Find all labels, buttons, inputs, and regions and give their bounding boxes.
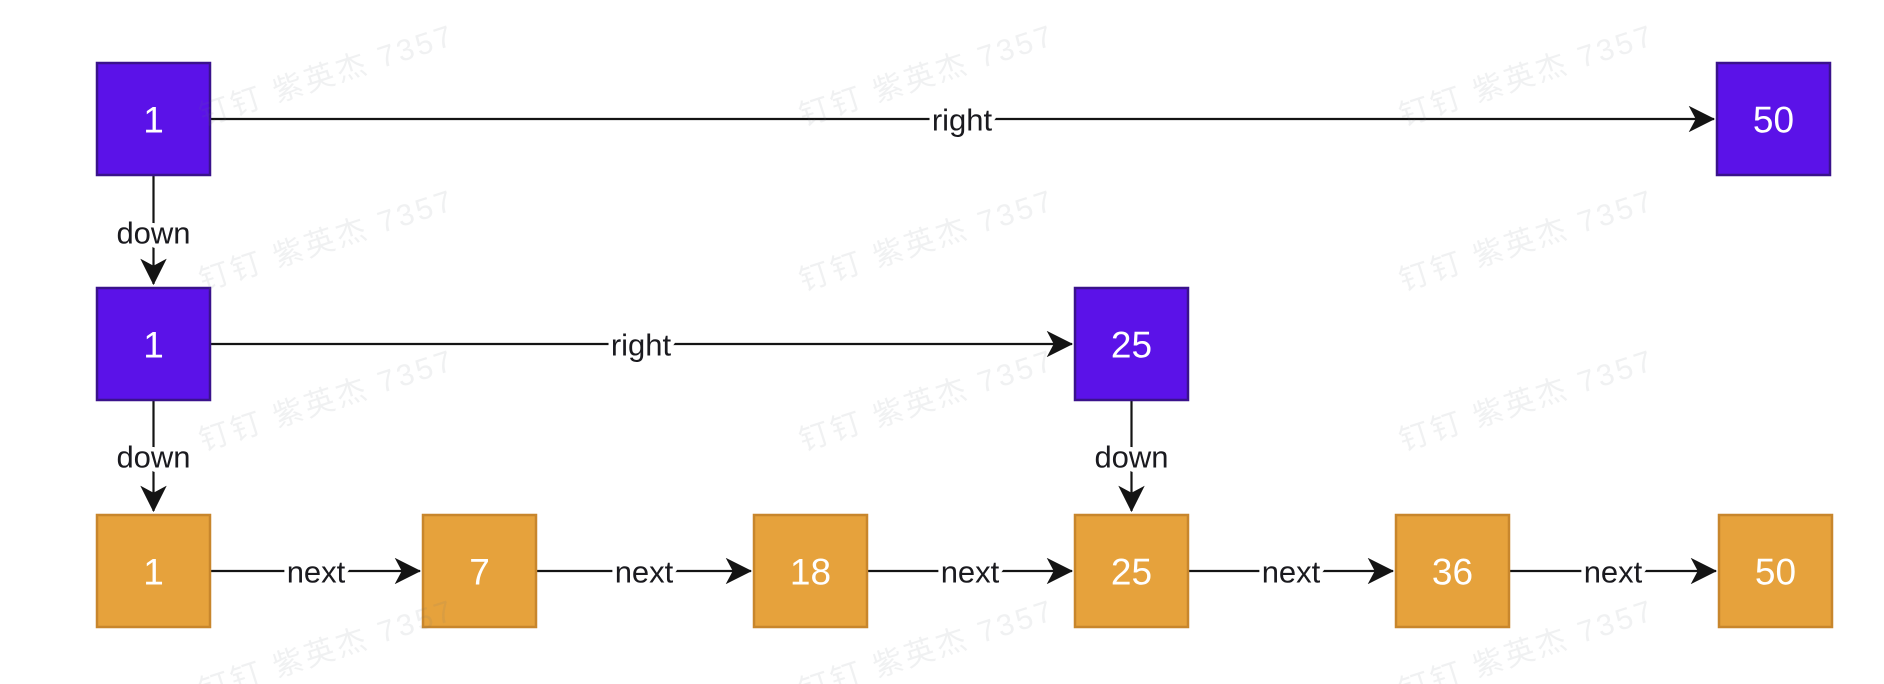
edge-next-36-50: next	[1509, 550, 1718, 594]
node-value: 7	[469, 552, 490, 593]
node-box	[752, 513, 869, 629]
edge-label: right	[611, 328, 672, 363]
edge-label: next	[287, 555, 346, 590]
node-value: 1	[143, 100, 164, 141]
edge-label: down	[116, 440, 190, 475]
edge-label: right	[932, 103, 993, 138]
node-value: 50	[1753, 100, 1794, 141]
edge-right-level3: right	[210, 98, 1716, 142]
edge-label: next	[615, 555, 674, 590]
watermark-text: 钉钉 紫英杰 7357	[795, 184, 1059, 298]
node-level1-50: 50	[1717, 513, 1834, 629]
watermark-text: 钉钉 紫英杰 7357	[195, 184, 459, 298]
edge-label: next	[1584, 555, 1643, 590]
edge-next-7-18: next	[536, 550, 753, 594]
node-box	[95, 513, 212, 629]
edge-label: next	[941, 555, 1000, 590]
node-box	[1717, 513, 1834, 629]
node-level1-36: 36	[1394, 513, 1511, 629]
node-value: 25	[1111, 325, 1152, 366]
edge-label: down	[116, 216, 190, 251]
node-box	[95, 61, 212, 177]
edges-layer: right down right down down	[112, 98, 1718, 594]
edge-label: down	[1094, 440, 1168, 475]
watermark-text: 钉钉 紫英杰 7357	[1395, 184, 1659, 298]
node-value: 18	[790, 552, 831, 593]
node-value: 1	[143, 325, 164, 366]
node-box	[95, 286, 212, 402]
edge-next-1-7: next	[210, 550, 422, 594]
node-box	[1073, 513, 1190, 629]
watermark-text: 钉钉 紫英杰 7357	[1395, 344, 1659, 458]
edge-down-level2-1-to-level1-1: down	[112, 401, 195, 513]
node-level1-18: 18	[752, 513, 869, 629]
watermark-text: 钉钉 紫英杰 7357	[195, 594, 459, 684]
node-level1-1: 1	[95, 513, 212, 629]
node-level3-1: 1	[95, 61, 212, 177]
node-box	[1715, 61, 1832, 177]
node-box	[1394, 513, 1511, 629]
watermark-text: 钉钉 紫英杰 7357	[1395, 19, 1659, 133]
node-level1-25: 25	[1073, 513, 1190, 629]
node-value: 50	[1755, 552, 1796, 593]
edge-next-18-25: next	[867, 550, 1074, 594]
nodes-layer: 1 50 1 25 1 7	[95, 61, 1834, 629]
watermark-text: 钉钉 紫英杰 7357	[195, 19, 459, 133]
node-level2-25: 25	[1073, 286, 1190, 402]
node-level2-1: 1	[95, 286, 212, 402]
edge-label: next	[1262, 555, 1321, 590]
node-level3-50: 50	[1715, 61, 1832, 177]
node-value: 1	[143, 552, 164, 593]
node-value: 36	[1432, 552, 1473, 593]
watermark-text: 钉钉 紫英杰 7357	[195, 344, 459, 458]
node-level1-7: 7	[421, 513, 538, 629]
node-box	[1073, 286, 1190, 402]
watermark-text: 钉钉 紫英杰 7357	[795, 19, 1059, 133]
edge-down-level3-to-level2: down	[112, 176, 195, 286]
node-value: 25	[1111, 552, 1152, 593]
edge-down-level2-25-to-level1-25: down	[1090, 401, 1173, 513]
node-box	[421, 513, 538, 629]
edge-next-25-36: next	[1188, 550, 1395, 594]
edge-right-level2: right	[210, 323, 1074, 367]
watermark-text: 钉钉 紫英杰 7357	[795, 344, 1059, 458]
